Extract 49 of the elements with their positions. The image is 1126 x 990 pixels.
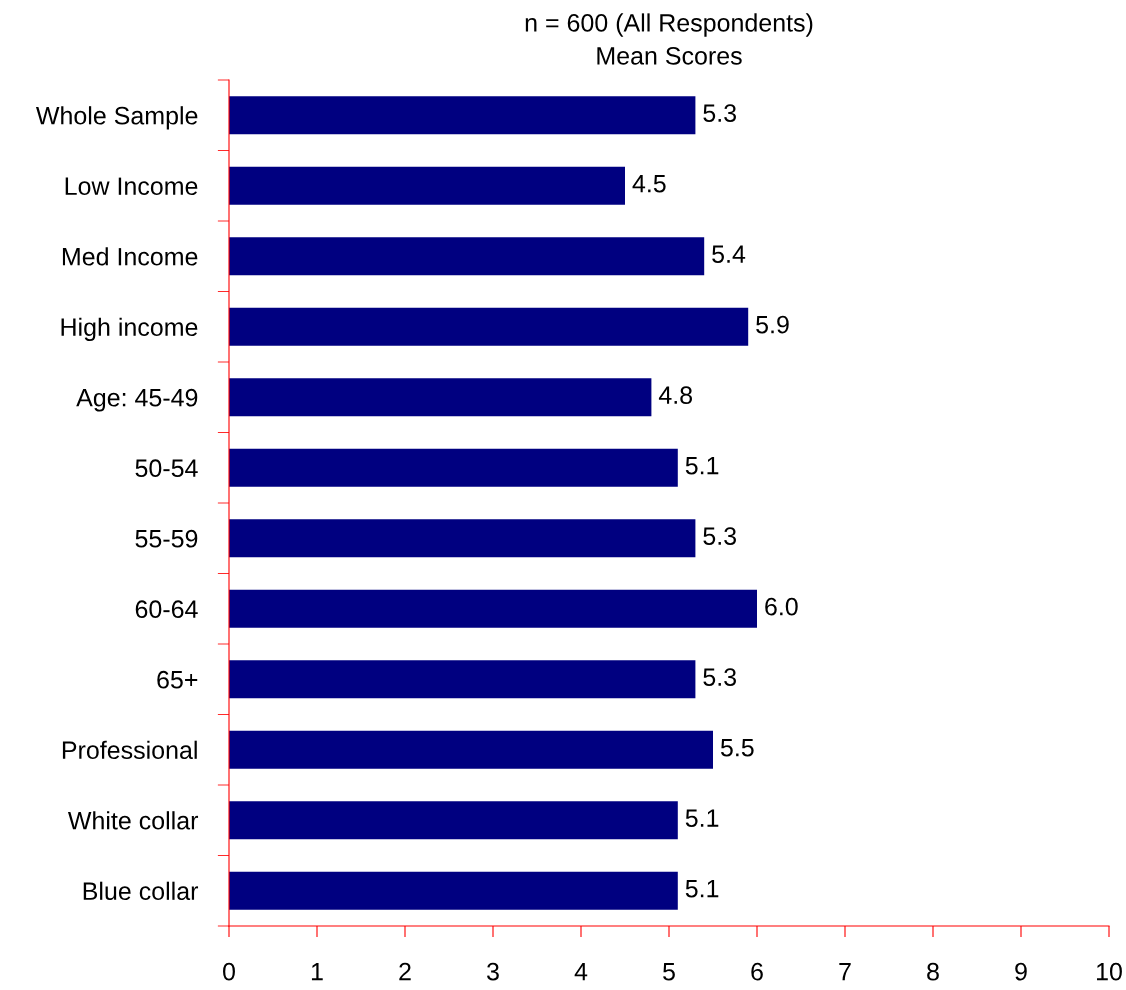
data-label: 5.1 bbox=[685, 457, 719, 475]
x-tick-label: 1 bbox=[311, 963, 323, 981]
chart-title: n = 600 (All Respondents) bbox=[525, 13, 813, 37]
y-tick-label: 65+ bbox=[157, 670, 198, 689]
data-label: 5.3 bbox=[703, 668, 736, 686]
x-tick-label: 5 bbox=[663, 963, 675, 981]
y-tick-label: Professional bbox=[62, 740, 197, 760]
x-tick-label: 10 bbox=[1097, 962, 1122, 981]
y-tick-label: 60-64 bbox=[135, 600, 198, 619]
y-tick-label: Whole Sample bbox=[35, 106, 198, 130]
bar bbox=[229, 801, 678, 840]
y-tick-label: Med Income bbox=[62, 247, 198, 266]
y-tick-label: 55-59 bbox=[135, 529, 198, 548]
data-label: 5.9 bbox=[756, 315, 789, 334]
bar bbox=[229, 448, 678, 487]
bar bbox=[229, 166, 625, 205]
bar bbox=[229, 378, 652, 417]
data-label: 5.1 bbox=[685, 880, 719, 898]
data-label: 5.5 bbox=[720, 739, 754, 757]
bar bbox=[229, 589, 757, 628]
bar bbox=[229, 871, 678, 910]
data-label: 5.4 bbox=[712, 245, 746, 263]
y-tick-label: 50-54 bbox=[135, 459, 198, 478]
bar bbox=[229, 237, 705, 276]
bar bbox=[229, 730, 713, 769]
y-tick-label: White collar bbox=[67, 811, 199, 830]
y-tick-label: Low Income bbox=[65, 177, 198, 196]
x-tick-label: 4 bbox=[574, 963, 588, 981]
bar bbox=[229, 660, 696, 699]
x-tick-label: 6 bbox=[751, 962, 763, 981]
x-tick-label: 7 bbox=[839, 963, 851, 981]
data-label: 6.0 bbox=[765, 597, 798, 616]
y-tick-label: Age: 45-49 bbox=[76, 388, 198, 412]
data-label: 5.3 bbox=[703, 527, 736, 545]
x-tick-label: 9 bbox=[1015, 962, 1027, 981]
x-tick-label: 3 bbox=[487, 962, 499, 981]
chart-subtitle: Mean Scores bbox=[597, 47, 742, 65]
x-tick-label: 0 bbox=[223, 962, 235, 981]
data-label: 5.1 bbox=[685, 809, 719, 827]
bar bbox=[229, 307, 749, 346]
data-label: 4.5 bbox=[632, 175, 666, 193]
y-tick-label: High income bbox=[61, 317, 198, 341]
data-label: 5.3 bbox=[703, 104, 736, 122]
y-tick-label: Blue collar bbox=[83, 881, 199, 901]
x-tick-label: 8 bbox=[927, 962, 939, 981]
bar bbox=[229, 519, 696, 558]
data-label: 4.8 bbox=[658, 386, 693, 404]
bar bbox=[229, 96, 696, 135]
x-tick-label: 2 bbox=[399, 962, 411, 981]
